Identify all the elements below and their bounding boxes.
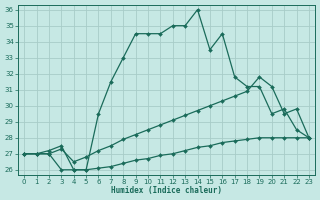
X-axis label: Humidex (Indice chaleur): Humidex (Indice chaleur) (111, 186, 222, 195)
